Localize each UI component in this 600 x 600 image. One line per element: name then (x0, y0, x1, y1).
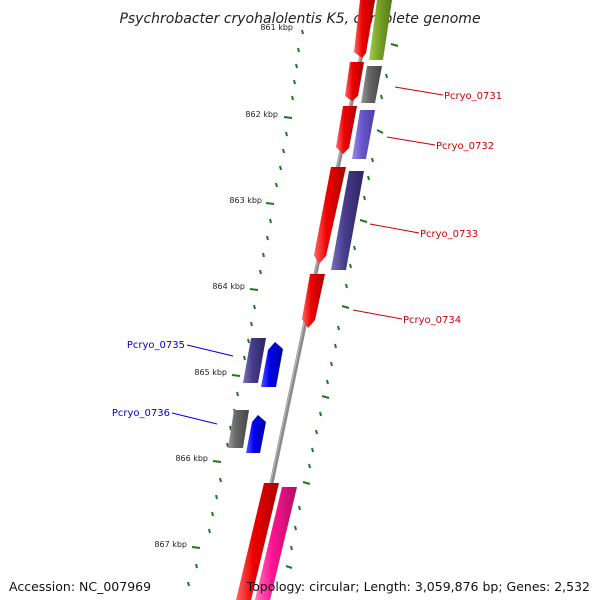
gene-feature-pcryo-0735-blue[interactable] (261, 342, 283, 387)
gene-label-pcryo-0735[interactable]: Pcryo_0735 (127, 340, 185, 351)
gene-label-pcryo-0736[interactable]: Pcryo_0736 (112, 408, 170, 419)
gene-feature-pcryo-0732-slate[interactable] (352, 110, 375, 159)
gene-feature-pcryo-0736-gray[interactable] (228, 410, 249, 448)
gene-label-pcryo-0734[interactable]: Pcryo_0734 (403, 315, 461, 326)
gene-feature-red-top[interactable] (354, 0, 375, 58)
gene-feature-red-bottom[interactable] (236, 483, 279, 600)
gene-feature-pink-bottom[interactable] (255, 487, 297, 600)
kbp-label-861: 861 kbp (260, 23, 293, 32)
gene-label-pcryo-0733[interactable]: Pcryo_0733 (420, 229, 478, 240)
genome-title: Psychrobacter cryohalolentis K5, complet… (119, 11, 480, 27)
accession-text: Accession: NC_007969 (9, 579, 152, 594)
topology-summary-text: Topology: circular; Length: 3,059,876 bp… (246, 579, 590, 594)
kbp-label-866: 866 kbp (175, 454, 208, 463)
gene-feature-pcryo-0731-red[interactable] (345, 62, 364, 101)
gene-feature-pcryo-0734-red[interactable] (302, 274, 325, 328)
gene-feature-olive-top[interactable] (369, 0, 392, 60)
gene-feature-pcryo-0733-darkslate[interactable] (331, 171, 364, 270)
kbp-label-862: 862 kbp (245, 110, 278, 119)
tick-track-right (285, 43, 399, 569)
kbp-label-863: 863 kbp (229, 196, 262, 205)
label-connectors (171, 86, 444, 425)
gene-feature-pcryo-0735-darkslate[interactable] (243, 338, 266, 383)
gene-feature-pcryo-0736-blue[interactable] (246, 415, 266, 453)
gene-label-pcryo-0731[interactable]: Pcryo_0731 (444, 91, 502, 102)
gene-label-pcryo-0732[interactable]: Pcryo_0732 (436, 141, 494, 152)
gene-feature-pcryo-0731-gray[interactable] (361, 66, 382, 103)
kbp-label-867: 867 kbp (154, 540, 187, 549)
kbp-label-864: 864 kbp (212, 282, 245, 291)
kbp-label-865: 865 kbp (194, 368, 227, 377)
gene-feature-pcryo-0732-red[interactable] (336, 106, 357, 154)
gene-feature-pcryo-0733-red[interactable] (314, 167, 346, 264)
